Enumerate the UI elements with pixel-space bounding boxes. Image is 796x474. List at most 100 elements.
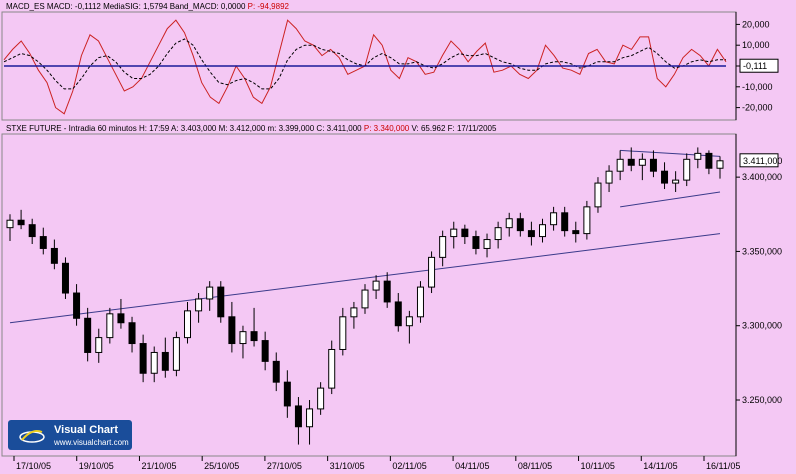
candle-down (383, 280, 391, 303)
macd-current-value-box (739, 58, 779, 73)
x-tick-label: 17/10/05 (16, 461, 51, 471)
candle-down (705, 152, 713, 169)
candle-down (161, 351, 169, 371)
candle-down (394, 301, 402, 327)
candle-up (483, 239, 491, 249)
price-current-value: 3.411,000 (743, 156, 782, 166)
candle-down (73, 292, 81, 319)
candle-up (150, 351, 158, 374)
header-field: P: 3.340,000 (362, 124, 410, 133)
trendlines (9, 149, 721, 324)
candle-up (450, 228, 458, 238)
candle-down (561, 212, 569, 232)
macd-tick-label: -20,000 (742, 103, 773, 113)
header-field: C: 3.411,000 (314, 124, 362, 133)
candle-down (272, 360, 280, 383)
candle-down (649, 158, 657, 172)
x-tick-label: 04/11/05 (455, 461, 489, 471)
price-panel-frame (1, 133, 737, 457)
candle-down (472, 236, 480, 249)
brand-name: Visual Chart (54, 424, 118, 436)
macd-line-macd (3, 19, 727, 115)
x-tick-label: 10/11/05 (581, 461, 615, 471)
candle-up (184, 310, 191, 339)
candle-up (439, 236, 447, 258)
macd-series (3, 19, 727, 115)
candle-up (339, 316, 347, 350)
candle-up (239, 331, 247, 345)
visualchart-logo: Visual Chart www.visualchart.com (8, 420, 132, 450)
x-tick-label: 16/11/05 (706, 461, 740, 471)
current-value-labels: -0,111 3.411,000 (739, 58, 782, 168)
candle-up (505, 218, 513, 229)
price-tick-label: 3.300,000 (742, 321, 782, 331)
candle-down (516, 218, 524, 232)
candle-up (716, 160, 724, 169)
candle-up (172, 337, 180, 371)
candle-up (317, 387, 325, 410)
candle-down (28, 224, 36, 238)
candle-down (228, 316, 236, 345)
candle-down (261, 340, 269, 362)
candle-down (117, 313, 125, 324)
candle-down (572, 230, 580, 235)
price-tick-label: 3.350,000 (742, 246, 782, 256)
candle-up (6, 219, 14, 229)
candle-down (461, 228, 469, 238)
candle-down (50, 247, 58, 264)
header-field: Band_MACD: 0,0000 (168, 2, 246, 11)
x-tick-label: 27/10/05 (267, 461, 302, 471)
x-tick-label: 31/10/05 (330, 461, 365, 471)
candle-up (405, 316, 413, 327)
candle-up (683, 158, 691, 181)
flag-upper-line (620, 149, 721, 157)
x-axis: 17/10/05 19/10/05 21/10/05 25/10/05 27/10/05… (13, 456, 740, 471)
candle-up (672, 179, 680, 184)
header-field: P: -94,9892 (245, 2, 289, 11)
candle-down (128, 322, 136, 345)
candle-up (539, 224, 546, 238)
header-field: H: 17:59 (137, 124, 170, 133)
candle-up (583, 206, 591, 235)
header-field: A: 3.403,000 (169, 124, 217, 133)
candle-up (594, 182, 602, 208)
candle-down (61, 262, 69, 294)
candle-down (139, 343, 147, 374)
brand-url: www.visualchart.com (54, 438, 129, 447)
macd-tick-label: 20,000 (742, 19, 770, 29)
x-tick-label: 02/11/05 (392, 461, 426, 471)
candle-down (627, 158, 635, 166)
x-tick-label: 08/11/05 (518, 461, 552, 471)
x-tick-label: 21/10/05 (141, 461, 176, 471)
candle-up (550, 212, 558, 226)
macd-tick-label: -10,000 (742, 82, 773, 92)
header-field: MediaSIG: 1,5794 (101, 2, 168, 11)
candle-down (294, 405, 302, 428)
header-field: STXE FUTURE - Intradia 60 minutos (6, 124, 137, 133)
candle-down (250, 331, 258, 342)
candle-down (283, 381, 291, 407)
price-current-value-box (739, 153, 779, 168)
candle-up (361, 289, 369, 309)
price-header: STXE FUTURE - Intradia 60 minutos H: 17:… (6, 124, 497, 133)
candle-down (84, 317, 92, 353)
candle-up (95, 337, 103, 353)
price-ticks: 3.400,000 3.350,000 3.300,000 3.250,000 (736, 172, 782, 405)
candle-up (616, 158, 624, 172)
x-tick-label: 14/11/05 (643, 461, 677, 471)
header-field: V: 65.962 (409, 124, 446, 133)
candle-up (106, 313, 114, 339)
candle-up (605, 170, 613, 184)
support-trendline (9, 233, 721, 324)
macd-current-value: -0,111 (743, 61, 767, 71)
candle-up (195, 298, 203, 312)
candle-up (638, 158, 646, 166)
x-tick-label: 25/10/05 (204, 461, 239, 471)
macd-tick-label: 10,000 (742, 40, 770, 50)
logo-swoosh-icon (19, 430, 45, 443)
candle-up (428, 256, 436, 288)
macd-line-mediasig (3, 38, 726, 90)
candle-up (372, 280, 380, 291)
candle-up (416, 286, 424, 318)
